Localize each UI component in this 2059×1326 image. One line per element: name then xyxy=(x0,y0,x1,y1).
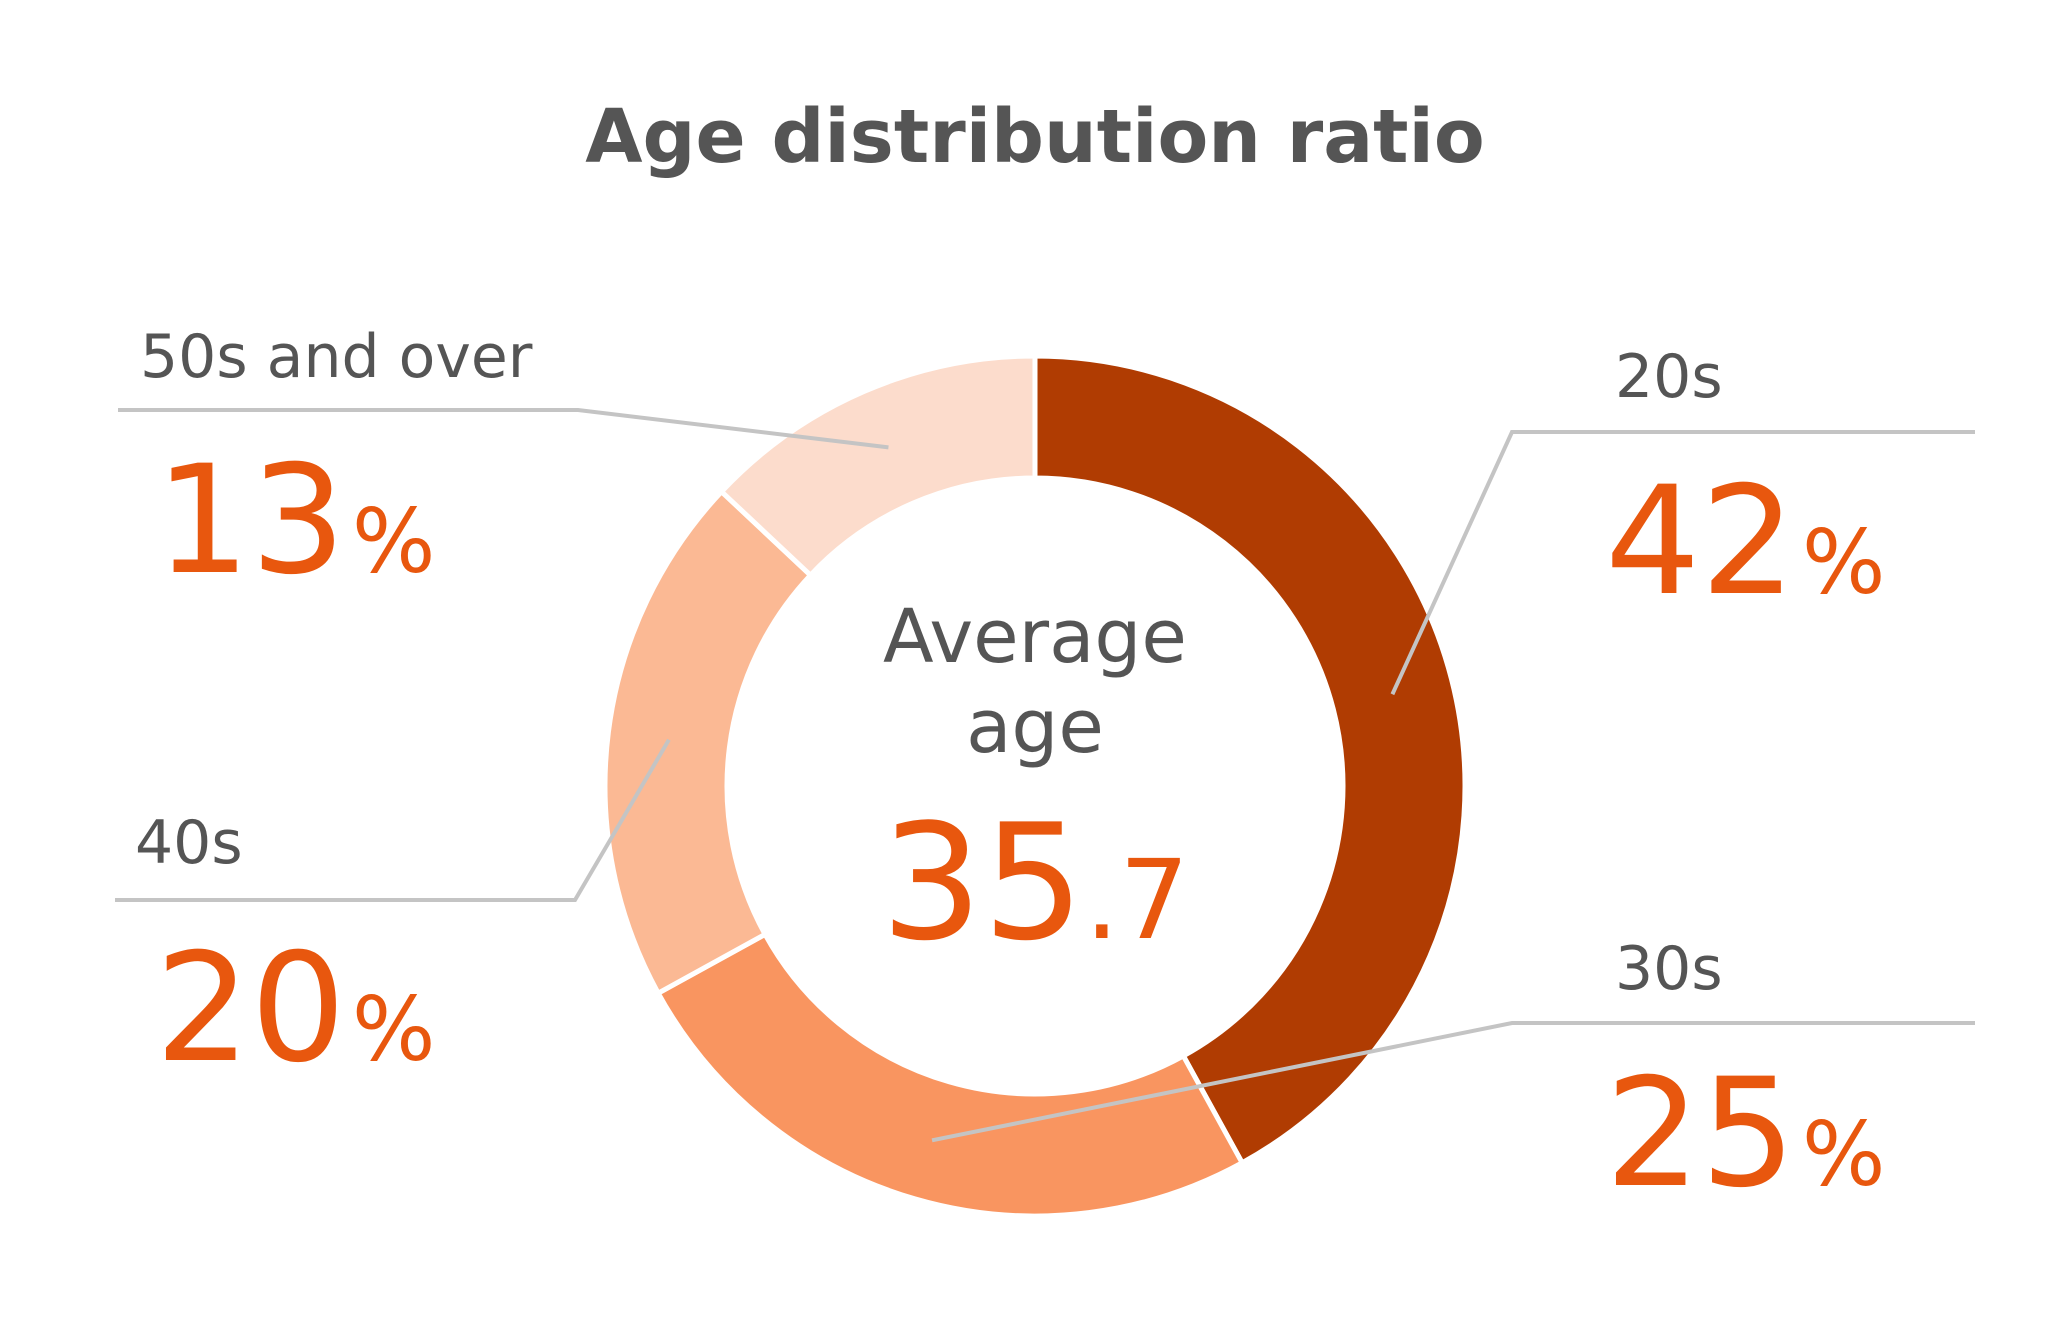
leader-line-30s xyxy=(931,1021,1975,1143)
category-label-30s: 30s xyxy=(1615,934,1723,1004)
slice-30s xyxy=(654,930,1246,1219)
category-label-20s: 20s xyxy=(1615,342,1723,412)
slice-50s-and-over xyxy=(718,353,1038,579)
donut-slices xyxy=(602,353,1468,1219)
leader-line-40s xyxy=(115,738,671,902)
percent-value-40s: 20% xyxy=(155,922,436,1096)
leader-line-20s xyxy=(1390,430,1975,696)
category-label-40s: 40s xyxy=(135,808,243,878)
percent-value-50s-and-over: 13% xyxy=(155,434,436,608)
percent-value-20s: 42% xyxy=(1605,455,1886,629)
percent-value-30s: 25% xyxy=(1605,1047,1886,1221)
average-age-value: 35.7 xyxy=(881,789,1190,976)
category-label-50s-and-over: 50s and over xyxy=(140,322,533,392)
leader-lines xyxy=(115,408,1975,1143)
slice-20s xyxy=(1032,353,1468,1167)
chart-title: Age distribution ratio xyxy=(585,94,1485,180)
center-label-line1: Average xyxy=(883,594,1187,680)
slice-40s xyxy=(602,488,815,997)
leader-line-50s-and-over xyxy=(118,408,889,450)
center-label-line2: age xyxy=(966,684,1104,770)
